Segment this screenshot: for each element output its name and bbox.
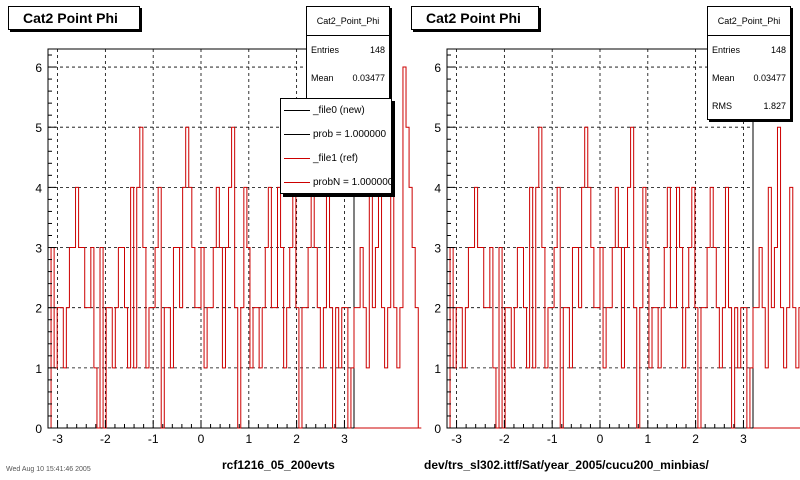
y-tick-label: 4 bbox=[434, 181, 441, 195]
y-tick-label: 2 bbox=[434, 302, 441, 316]
y-tick-label: 5 bbox=[35, 121, 42, 135]
legend-label: prob = 1.000000 bbox=[313, 129, 387, 140]
x-tick-label: -2 bbox=[100, 432, 111, 446]
x-tick-label: 3 bbox=[341, 432, 348, 446]
stats-entries-row: Entries 148 bbox=[307, 36, 389, 64]
stats-name: Cat2_Point_Phi bbox=[708, 7, 790, 36]
y-tick-label: 4 bbox=[35, 181, 42, 195]
stats-mean-label: Mean bbox=[311, 73, 334, 83]
x-tick-label: -3 bbox=[52, 432, 63, 446]
y-tick-label: 3 bbox=[434, 242, 441, 256]
legend-entry: prob = 1.000000 bbox=[281, 123, 391, 147]
y-tick-label: 1 bbox=[35, 362, 42, 376]
x-tick-label: -3 bbox=[451, 432, 462, 446]
panel2-caption: dev/trs_sl302.ittf/Sat/year_2005/cucu200… bbox=[424, 458, 709, 472]
stats-name: Cat2_Point_Phi bbox=[307, 7, 389, 36]
stats-entries-value: 148 bbox=[369, 45, 385, 55]
y-tick-label: 0 bbox=[434, 422, 441, 436]
x-tick-label: -2 bbox=[499, 432, 510, 446]
histogram-series bbox=[48, 66, 422, 429]
y-tick-label: 3 bbox=[35, 242, 42, 256]
stats-entries-value: 148 bbox=[770, 45, 786, 55]
x-tick-label: -1 bbox=[148, 432, 159, 446]
y-tick-label: 6 bbox=[434, 61, 441, 75]
stats-entries-label: Entries bbox=[712, 45, 741, 55]
x-tick-label: 1 bbox=[245, 432, 252, 446]
stats-rms-label: RMS bbox=[712, 101, 732, 111]
y-tick-label: 1 bbox=[434, 362, 441, 376]
legend-entry: _file0 (new) bbox=[281, 99, 391, 123]
y-tick-label: 0 bbox=[35, 422, 42, 436]
stats-mean-label: Mean bbox=[712, 73, 735, 83]
x-tick-label: 0 bbox=[597, 432, 604, 446]
legend-swatch bbox=[284, 110, 310, 111]
stats-mean-value: 0.03477 bbox=[753, 73, 786, 83]
panel2-title: Cat2 Point Phi bbox=[411, 6, 539, 30]
stats-rms-row: RMS 1.827 bbox=[708, 92, 790, 120]
stats-entries-label: Entries bbox=[311, 45, 340, 55]
y-tick-label: 6 bbox=[35, 61, 42, 75]
x-tick-label: 2 bbox=[692, 432, 699, 446]
legend-entry: _file1 (ref) bbox=[281, 147, 391, 171]
timestamp-footer: Wed Aug 10 15:41:46 2005 bbox=[6, 466, 91, 473]
stats-rms-value: 1.827 bbox=[763, 101, 786, 111]
x-tick-label: 2 bbox=[293, 432, 300, 446]
legend-label: _file0 (new) bbox=[313, 105, 365, 116]
panel1-title: Cat2 Point Phi bbox=[8, 6, 140, 30]
legend-label: probN = 1.000000 bbox=[313, 177, 392, 188]
panel1-caption: rcf1216_05_200evts bbox=[222, 458, 335, 472]
plot-frame bbox=[446, 48, 754, 429]
x-tick-label: -1 bbox=[547, 432, 558, 446]
x-tick-label: 0 bbox=[198, 432, 205, 446]
x-tick-label: 1 bbox=[644, 432, 651, 446]
legend-swatch bbox=[284, 182, 310, 183]
legend-entry: probN = 1.000000 bbox=[281, 171, 392, 193]
panel2-stats-box: Cat2_Point_Phi Entries 148 Mean 0.03477 RM… bbox=[707, 6, 791, 120]
x-tick-label: 3 bbox=[740, 432, 747, 446]
stats-mean-row: Mean 0.03477 bbox=[307, 64, 389, 92]
panel1-legend: _file0 (new) prob = 1.000000 _file1 (ref… bbox=[280, 98, 392, 194]
legend-swatch bbox=[284, 134, 310, 135]
stats-mean-value: 0.03477 bbox=[352, 73, 385, 83]
y-tick-label: 2 bbox=[35, 302, 42, 316]
y-tick-label: 5 bbox=[434, 121, 441, 135]
chart-panel-2: -3 -2 -1 0 1 2 3 0 1 2 3 4 5 6 bbox=[434, 48, 800, 446]
legend-label: _file1 (ref) bbox=[313, 153, 359, 164]
legend-swatch bbox=[284, 158, 310, 159]
stats-mean-row: Mean 0.03477 bbox=[708, 64, 790, 92]
stats-entries-row: Entries 148 bbox=[708, 36, 790, 64]
histogram-series bbox=[447, 126, 800, 429]
